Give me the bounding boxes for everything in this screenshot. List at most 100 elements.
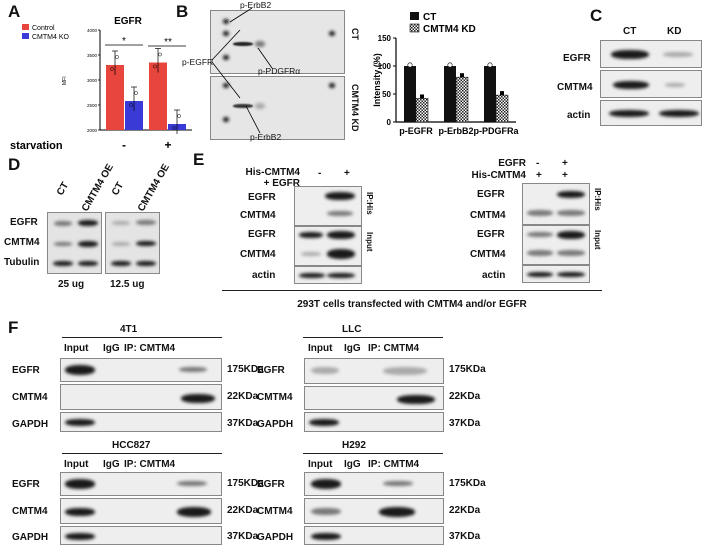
f-blot-h292-egfr xyxy=(304,472,444,496)
b-point-kd xyxy=(500,91,504,96)
e-right-header-2: His-CMTM4 xyxy=(471,170,526,181)
f-size-37-llc: 37KDa xyxy=(449,418,481,429)
b-bar-ct xyxy=(444,66,456,122)
e-right-header-1: EGFR xyxy=(498,158,526,169)
f-row-egfr-hcc827: EGFR xyxy=(12,479,40,490)
sig-star-1: * xyxy=(122,36,126,47)
f-blot-llc-cmtm4 xyxy=(304,386,444,410)
b-ylabel: Intensity (%) xyxy=(372,53,382,107)
b-point-ct xyxy=(407,62,413,68)
f-col-igg-llc: IgG xyxy=(344,343,361,354)
d-col-ct-1: CT xyxy=(55,180,72,198)
b-category-label: p-EGFR xyxy=(399,126,433,136)
f-blot-llc-gapdh xyxy=(304,412,444,432)
e-left-header-2: + EGFR xyxy=(263,178,300,189)
e-left-header-1: His-CMTM4 xyxy=(245,167,300,178)
f-blot-h292-cmtm4 xyxy=(304,498,444,524)
f-col-ip-h292: IP: CMTM4 xyxy=(368,459,420,470)
f-cell-line-hcc827: HCC827 xyxy=(112,440,151,451)
e-right-row-actin: actin xyxy=(482,270,506,281)
d-amount-25: 25 ug xyxy=(58,279,85,290)
e-right-blot-input xyxy=(522,225,590,265)
f-size-22-4t1: 22KDa xyxy=(227,391,259,402)
array-row-ct: CT xyxy=(350,28,360,40)
legend-swatch-ko xyxy=(22,33,29,39)
f-blot-h292-gapdh xyxy=(304,526,444,545)
f-rule-h292 xyxy=(303,453,443,454)
b-point-ct xyxy=(487,62,493,68)
e-left-row-cmtm4-in: CMTM4 xyxy=(240,249,276,260)
sig-star-2: ** xyxy=(164,37,172,48)
panel-label-f: F xyxy=(8,318,19,337)
e-right-row-egfr-ip: EGFR xyxy=(477,189,505,200)
f-row-cmtm4-h292: CMTM4 xyxy=(257,506,293,517)
f-col-ip-llc: IP: CMTM4 xyxy=(368,343,420,354)
e-right-blot-ip xyxy=(522,183,590,225)
array-arrows xyxy=(211,7,273,134)
e-left-blot-input xyxy=(294,226,362,266)
b-bar-kd xyxy=(415,98,429,123)
e-left-sign-minus: - xyxy=(318,168,322,179)
e-left-blot-ip xyxy=(294,186,362,226)
e-caption: 293T cells transfected with CMTM4 and/or… xyxy=(297,299,527,310)
panel-label-c: C xyxy=(590,6,603,25)
b-ytick-label: 0 xyxy=(387,118,392,127)
f-cell-line-h292: H292 xyxy=(342,440,366,451)
f-col-igg-h292: IgG xyxy=(344,459,361,470)
b-ytick-label: 150 xyxy=(378,34,392,43)
e-left-sign-plus: + xyxy=(344,168,350,179)
e-caption-rule xyxy=(222,290,602,291)
a-bar xyxy=(149,62,167,130)
d-col-oe-2: CMTM4 OE xyxy=(136,162,172,214)
panel-label-a: A xyxy=(8,2,21,21)
b-point-ct xyxy=(447,62,453,68)
b-bar-kd xyxy=(455,76,469,123)
b-bar-kd xyxy=(495,94,509,123)
f-size-175-llc: 175KDa xyxy=(449,364,486,375)
d-amount-12: 12.5 ug xyxy=(110,279,145,290)
a-bar xyxy=(106,65,124,130)
a-point xyxy=(115,55,119,59)
f-blot-hcc827-cmtm4 xyxy=(60,498,222,524)
f-blot-hcc827-gapdh xyxy=(60,526,222,545)
f-size-175-4t1: 175KDa xyxy=(227,364,264,375)
array-row-kd: CMTM4 KD xyxy=(350,84,360,132)
a-ytick-label: 2000 xyxy=(87,128,98,133)
f-cell-line-4t1: 4T1 xyxy=(120,324,138,335)
f-col-input-h292: Input xyxy=(308,459,333,470)
b-point-kd xyxy=(420,94,424,99)
a-ytick-label: 3500 xyxy=(87,53,98,58)
e-right-side-ip: IP:His xyxy=(593,188,602,211)
f-row-gapdh-h292: GAPDH xyxy=(257,532,294,543)
f-row-gapdh-llc: GAPDH xyxy=(257,419,294,430)
array-label-pdgfra: p-PDGFRα xyxy=(258,66,301,76)
f-row-cmtm4-hcc827: CMTM4 xyxy=(12,506,48,517)
e-left-row-cmtm4-ip: CMTM4 xyxy=(240,210,276,221)
f-size-175-hcc827: 175KDa xyxy=(227,478,264,489)
f-col-ip-4t1: IP: CMTM4 xyxy=(124,343,176,354)
array-blot-kd xyxy=(210,76,345,140)
f-size-37-h292: 37KDa xyxy=(449,531,481,542)
f-row-egfr-h292: EGFR xyxy=(257,479,285,490)
e-left-row-actin: actin xyxy=(252,270,276,281)
array-label-erbb2-bottom: p-ErbB2 xyxy=(250,132,282,142)
f-blot-4t1-cmtm4 xyxy=(60,384,222,410)
e-left-blot-actin xyxy=(294,266,362,284)
c-row-cmtm4: CMTM4 xyxy=(557,82,593,93)
f-blot-llc-egfr xyxy=(304,358,444,384)
e-right-side-input: Input xyxy=(593,230,602,250)
f-col-igg-4t1: IgG xyxy=(103,343,120,354)
e-left-row-egfr-ip: EGFR xyxy=(248,192,276,203)
legend-control: Control xyxy=(32,25,55,32)
f-size-37-hcc827: 37KDa xyxy=(227,531,259,542)
f-size-22-hcc827: 22KDa xyxy=(227,505,259,516)
c-row-egfr: EGFR xyxy=(563,53,591,64)
d-col-oe-1: CMTM4 OE xyxy=(80,162,116,214)
f-blot-4t1-gapdh xyxy=(60,412,222,432)
f-col-input-4t1: Input xyxy=(64,343,89,354)
f-col-input-llc: Input xyxy=(308,343,333,354)
f-rule-llc xyxy=(303,337,443,338)
a-ytick-label: 4000 xyxy=(87,28,98,33)
b-ytick-label: 100 xyxy=(378,62,392,71)
legend-swatch-ct xyxy=(410,12,419,20)
